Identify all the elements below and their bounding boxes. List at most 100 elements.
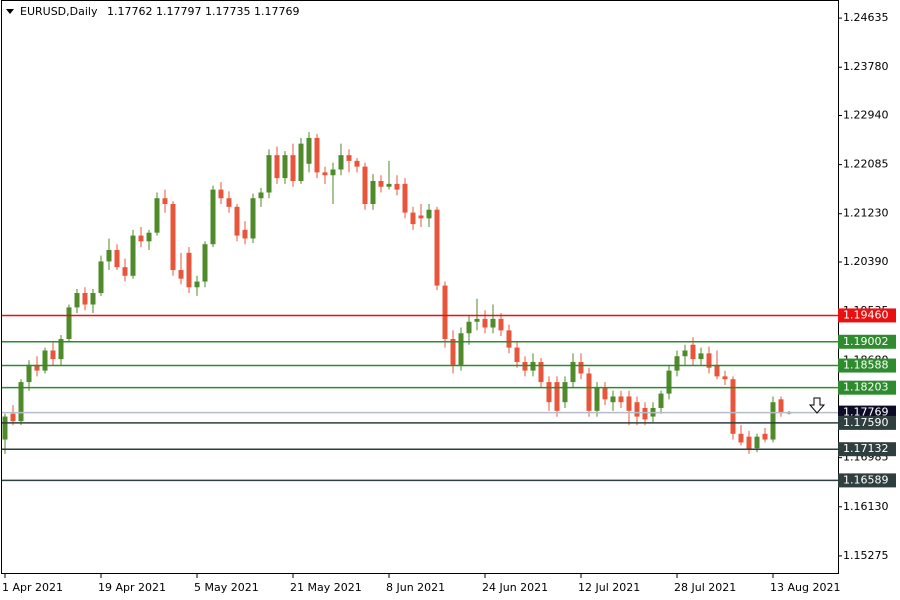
candle-body: [506, 330, 512, 348]
candle-body: [602, 387, 608, 400]
candle-body: [482, 318, 488, 328]
candle-body: [354, 160, 360, 167]
candle-body: [98, 261, 104, 294]
candle-body: [746, 436, 752, 450]
candle-body: [82, 293, 88, 305]
level-label: 1.17590: [843, 416, 889, 429]
candle-body: [282, 155, 288, 179]
level-label-box: [838, 442, 896, 457]
high: 1.17797: [156, 5, 202, 18]
candle-body: [458, 333, 464, 365]
candle-body: [138, 235, 144, 242]
candle-body: [570, 361, 576, 383]
candle-body: [18, 382, 24, 422]
candle-body: [154, 198, 160, 233]
sell-arrow-icon: [808, 397, 826, 414]
candle-body: [674, 356, 680, 371]
candle-body: [74, 293, 80, 308]
axes: 1.24635 1.23780 1.22940 1.22085 1.21230 1.203…: [2, 11, 889, 594]
open: 1.17762: [107, 5, 153, 18]
candle-body: [610, 396, 616, 403]
y-tick-label: 1.23780: [843, 60, 889, 73]
candle-body: [754, 436, 760, 449]
candle-body: [170, 203, 176, 271]
candle-body: [490, 318, 496, 328]
candle-body: [274, 155, 280, 179]
candle-body: [538, 361, 544, 383]
level-label-box: [838, 334, 896, 349]
candle-body: [226, 198, 232, 207]
level-label-box: [838, 473, 896, 488]
candle-body: [90, 293, 96, 305]
candle-body: [290, 155, 296, 181]
candle-body: [682, 350, 688, 357]
candle-body: [498, 318, 504, 331]
candle-body: [106, 249, 112, 262]
candle-body: [362, 166, 368, 204]
symbol: EURUSD,Daily: [20, 5, 98, 18]
close: 1.17769: [254, 5, 300, 18]
candle-body: [434, 209, 440, 286]
x-tick-label: 21 May 2021: [290, 581, 362, 594]
candle-body: [402, 183, 408, 213]
candle-body: [162, 198, 168, 204]
candle-body: [554, 382, 560, 411]
candle-body: [122, 267, 128, 276]
candle-body: [218, 189, 224, 199]
candle-body: [730, 379, 736, 434]
candle-body: [338, 155, 344, 170]
candle-body: [514, 347, 520, 362]
y-tick-label: 1.24635: [843, 11, 889, 24]
candle-body: [234, 206, 240, 236]
candle-body: [722, 376, 728, 380]
candle-body: [418, 215, 424, 219]
y-tick-label: 1.22940: [843, 108, 889, 121]
candle-body: [450, 338, 456, 365]
candle-body: [378, 180, 384, 187]
level-label: 1.19002: [843, 335, 889, 348]
candle-body: [186, 252, 192, 288]
y-tick-label: 1.21230: [843, 207, 889, 220]
candle-body: [370, 180, 376, 204]
candle-body: [194, 281, 200, 288]
candle-body: [394, 183, 400, 190]
x-tick-label: 19 Apr 2021: [98, 581, 166, 594]
candle-body: [578, 361, 584, 374]
candle-body: [714, 364, 720, 377]
candle-body: [202, 244, 208, 282]
level-label: 1.17769: [843, 406, 889, 419]
candle-body: [466, 321, 472, 334]
candle-body: [34, 364, 40, 371]
menu-arrow[interactable]: [6, 9, 14, 14]
candle-body: [586, 373, 592, 411]
candle-body: [314, 137, 320, 173]
candle-body: [562, 382, 568, 403]
candle-body: [778, 399, 784, 414]
x-tick-label: 24 Jun 2021: [482, 581, 548, 594]
candle-body: [426, 209, 432, 219]
candle-body: [762, 433, 768, 440]
candle-body: [2, 416, 8, 440]
x-tick-label: 5 May 2021: [194, 581, 259, 594]
x-tick-label: 1 Apr 2021: [2, 581, 63, 594]
candle-body: [346, 155, 352, 161]
candle-body: [258, 192, 264, 199]
candle-body: [322, 172, 328, 176]
x-tick-label: 28 Jul 2021: [674, 581, 736, 594]
candle-body: [386, 183, 392, 187]
candle-body: [250, 198, 256, 239]
candle-body: [210, 189, 216, 245]
level-label: 1.17132: [843, 442, 889, 455]
candle-body: [298, 143, 304, 181]
low: 1.17735: [205, 5, 251, 18]
candle-body: [474, 318, 480, 322]
candle-body: [658, 393, 664, 408]
chart-header: EURUSD,Daily 1.17762 1.17797 1.17735 1.1…: [20, 5, 299, 18]
level-label: 1.18203: [843, 381, 889, 394]
candle-body: [594, 387, 600, 411]
candle-body: [634, 402, 640, 417]
candles: [2, 132, 792, 454]
level-label-box: [838, 308, 896, 323]
x-tick-label: 13 Aug 2021: [770, 581, 840, 594]
